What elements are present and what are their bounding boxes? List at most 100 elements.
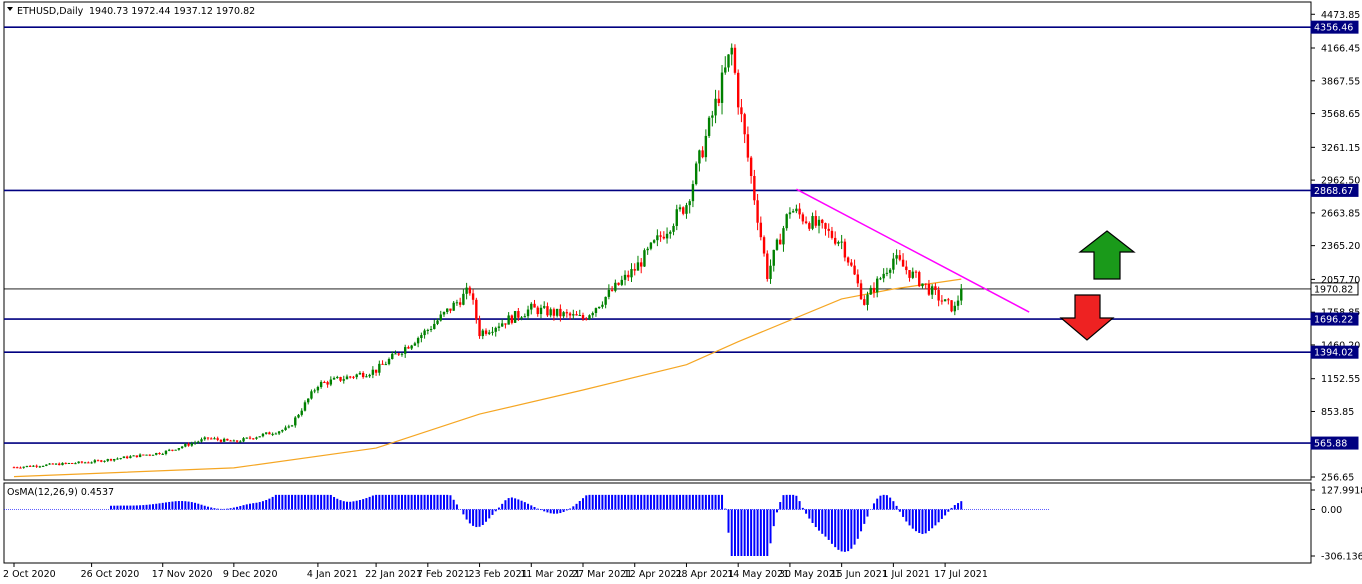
candle-body xyxy=(109,459,113,461)
candle-body xyxy=(93,460,97,463)
candle-body xyxy=(323,382,326,384)
level-price-label: 2868.67 xyxy=(1314,186,1353,197)
candle-body xyxy=(856,274,860,284)
candle-body xyxy=(798,208,801,215)
candle-body xyxy=(879,278,882,280)
candle-body xyxy=(19,467,22,469)
candle-body xyxy=(824,223,827,229)
candle-body xyxy=(872,287,876,293)
time-tick-label: 9 Dec 2020 xyxy=(223,569,278,580)
candle-body xyxy=(656,235,659,241)
candle-body xyxy=(313,390,316,392)
candle-body xyxy=(688,201,691,206)
level-price-label: 1696.22 xyxy=(1314,315,1353,326)
candle-body xyxy=(901,259,905,267)
price-tick-label: 1152.55 xyxy=(1321,374,1360,385)
candle-body xyxy=(384,364,387,366)
candle-body xyxy=(371,369,375,375)
candle-body xyxy=(720,72,724,103)
price-tick-label: 3867.55 xyxy=(1321,76,1360,87)
trend-line[interactable] xyxy=(796,188,1030,313)
candle-body xyxy=(190,443,194,446)
candle-body xyxy=(436,320,439,324)
candle-body xyxy=(213,438,216,440)
candle-body xyxy=(530,303,533,310)
candle-body xyxy=(788,212,792,215)
candle-body xyxy=(48,463,51,465)
candle-body xyxy=(853,265,856,275)
candle-body xyxy=(885,272,889,274)
candle-body xyxy=(433,323,436,330)
candle-body xyxy=(597,306,601,309)
candle-body xyxy=(539,307,543,315)
candle-body xyxy=(578,315,581,317)
candle-body xyxy=(937,290,940,301)
candle-body xyxy=(772,249,775,266)
candle-body xyxy=(229,440,232,442)
candle-body xyxy=(882,273,885,279)
candle-body xyxy=(633,269,636,271)
candle-body xyxy=(675,209,678,226)
candle-body xyxy=(669,231,672,234)
candle-body xyxy=(911,271,914,278)
candle-body xyxy=(300,410,303,415)
candle-body xyxy=(332,377,336,380)
price-tick-label: 4473.85 xyxy=(1321,10,1360,21)
trend-line-segment[interactable] xyxy=(796,188,1030,313)
candle-body xyxy=(601,304,604,307)
candle-body xyxy=(607,289,611,297)
candle-body xyxy=(222,438,226,442)
candle-body xyxy=(727,54,730,68)
candle-body xyxy=(54,463,58,465)
price-tick-label: 3568.65 xyxy=(1321,109,1360,120)
candle-body xyxy=(429,329,433,331)
candle-body xyxy=(549,309,552,316)
candle-body xyxy=(216,438,219,440)
time-tick-label: 26 Oct 2020 xyxy=(81,569,140,580)
candle-body xyxy=(914,271,918,273)
candle-body xyxy=(859,283,863,300)
candle-body xyxy=(77,461,80,464)
candle-body xyxy=(717,98,720,103)
osma-histogram xyxy=(4,494,1050,556)
candle-body xyxy=(171,449,174,451)
candle-body xyxy=(814,216,817,226)
candle-body xyxy=(843,241,847,258)
candle-body xyxy=(714,98,717,116)
candle-body xyxy=(83,462,87,464)
candle-body xyxy=(546,306,549,316)
candle-body xyxy=(381,363,384,365)
candle-body xyxy=(122,456,126,459)
candle-body xyxy=(242,438,245,442)
candle-body xyxy=(488,332,491,334)
candle-body xyxy=(87,462,90,464)
candle-body xyxy=(643,250,646,267)
candle-body xyxy=(268,432,271,435)
candle-body xyxy=(830,230,834,238)
candle-body xyxy=(617,282,620,285)
candle-body xyxy=(167,449,171,451)
candle-body xyxy=(458,302,462,305)
candle-body xyxy=(753,175,756,201)
candle-body xyxy=(536,307,539,315)
indicator-tick-label: -306.136 xyxy=(1321,552,1362,563)
candle-body xyxy=(918,272,921,287)
candle-body xyxy=(245,437,248,439)
dropdown-triangle-icon[interactable] xyxy=(7,7,13,11)
candle-body xyxy=(32,465,35,467)
candle-body xyxy=(345,376,349,380)
candle-body xyxy=(740,107,743,115)
candle-body xyxy=(252,438,255,440)
candle-body xyxy=(691,184,695,202)
candle-body xyxy=(801,214,805,222)
candle-body xyxy=(614,282,617,291)
candle-body xyxy=(471,293,475,300)
candle-body xyxy=(339,376,342,381)
candle-body xyxy=(210,438,213,440)
candle-body xyxy=(164,450,168,454)
candle-body xyxy=(517,311,520,318)
time-tick-label: 28 Apr 2021 xyxy=(675,569,734,580)
candle-body xyxy=(22,466,25,468)
candle-body xyxy=(426,329,430,331)
